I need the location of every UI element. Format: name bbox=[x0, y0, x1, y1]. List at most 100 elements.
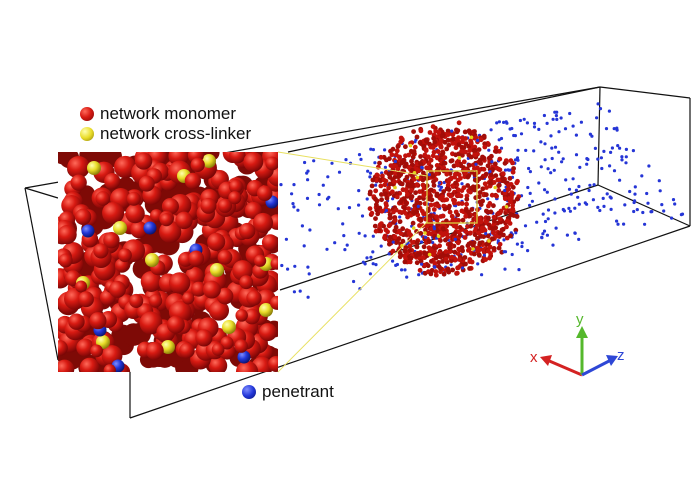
network-monomer-dot bbox=[466, 209, 471, 215]
penetrant-dot bbox=[437, 181, 441, 185]
penetrant-dot bbox=[516, 158, 520, 162]
network-cross-linker-dot bbox=[415, 175, 420, 180]
penetrant-dot bbox=[565, 233, 570, 237]
network-monomer-sphere bbox=[168, 272, 191, 294]
network-monomer-dot bbox=[508, 212, 514, 217]
network-monomer-dot bbox=[374, 172, 380, 178]
network-monomer-dot bbox=[418, 258, 424, 264]
penetrant-dot bbox=[373, 161, 377, 165]
penetrant-dot bbox=[615, 219, 619, 223]
network-monomer-dot bbox=[398, 231, 404, 237]
network-monomer-dot bbox=[510, 169, 516, 175]
penetrant-dot bbox=[553, 145, 558, 149]
penetrant-dot bbox=[515, 242, 520, 246]
penetrant-dot bbox=[609, 207, 613, 211]
penetrant-dot bbox=[577, 184, 581, 189]
penetrant-dot bbox=[535, 220, 539, 224]
penetrant-dot bbox=[513, 158, 518, 162]
network-monomer-dot bbox=[449, 213, 455, 219]
penetrant-dot bbox=[515, 156, 520, 160]
penetrant-dot bbox=[605, 192, 609, 196]
network-monomer-dot bbox=[414, 167, 420, 172]
penetrant-dot bbox=[361, 260, 365, 264]
penetrant-dot bbox=[620, 158, 624, 162]
penetrant-dot bbox=[618, 146, 622, 150]
network-monomer-dot bbox=[482, 181, 488, 187]
network-monomer-dot bbox=[379, 208, 385, 214]
network-monomer-dot bbox=[397, 209, 403, 215]
network-monomer-dot bbox=[403, 187, 409, 192]
network-monomer-sphere bbox=[228, 179, 243, 194]
network-monomer-dot bbox=[442, 206, 448, 212]
network-monomer-dot bbox=[441, 160, 447, 166]
network-monomer-dot bbox=[478, 219, 484, 225]
penetrant-dot bbox=[371, 148, 375, 152]
network-monomer-dot bbox=[367, 191, 373, 197]
network-monomer-sphere bbox=[78, 291, 94, 308]
network-monomer-dot bbox=[373, 228, 379, 234]
penetrant-dot bbox=[325, 247, 329, 251]
network-monomer-dot bbox=[408, 255, 414, 261]
penetrant-sphere bbox=[237, 350, 251, 364]
network-monomer-dot bbox=[449, 258, 454, 264]
network-monomer-dot bbox=[466, 213, 472, 219]
penetrant-dot bbox=[391, 259, 395, 263]
penetrant-dot bbox=[371, 262, 375, 266]
network-monomer-dot bbox=[493, 149, 499, 154]
network-monomer-dot bbox=[497, 230, 503, 236]
network-monomer-dot bbox=[504, 224, 509, 230]
network-monomer-dot bbox=[452, 198, 457, 203]
network-monomer-dot bbox=[428, 157, 434, 163]
network-monomer-dot bbox=[514, 196, 520, 202]
network-monomer-dot bbox=[506, 183, 511, 188]
network-cross-linker-sphere bbox=[202, 154, 216, 168]
network-monomer-dot bbox=[403, 201, 409, 207]
penetrant-dot bbox=[317, 192, 321, 197]
network-monomer-dot bbox=[511, 166, 516, 171]
network-monomer-dot bbox=[426, 239, 432, 245]
network-monomer-dot bbox=[447, 203, 452, 209]
network-monomer-dot bbox=[466, 248, 471, 253]
penetrant-dot bbox=[673, 202, 677, 206]
penetrant-dot bbox=[579, 120, 584, 124]
penetrant-dot bbox=[571, 124, 575, 128]
penetrant-dot bbox=[543, 158, 547, 162]
network-monomer-dot bbox=[459, 135, 465, 141]
penetrant-dot bbox=[284, 237, 288, 241]
network-monomer-dot bbox=[488, 180, 493, 186]
network-monomer-dot bbox=[455, 128, 461, 134]
penetrant-dot bbox=[368, 272, 372, 276]
network-monomer-dot bbox=[455, 212, 461, 218]
network-monomer-dot bbox=[467, 257, 473, 262]
network-monomer-dot bbox=[445, 137, 451, 143]
network-monomer-dot bbox=[486, 222, 492, 228]
penetrant-dot bbox=[600, 166, 604, 171]
penetrant-dot bbox=[306, 295, 310, 299]
network-monomer-dot bbox=[432, 139, 438, 145]
network-monomer-sphere bbox=[145, 341, 164, 360]
network-monomer-dot bbox=[387, 212, 393, 218]
network-monomer-dot bbox=[468, 154, 474, 160]
network-monomer-sphere bbox=[200, 197, 217, 214]
network-monomer-dot bbox=[400, 168, 405, 174]
penetrant-dot bbox=[596, 205, 600, 209]
network-monomer-dot bbox=[382, 235, 387, 241]
network-cross-linker-dot bbox=[504, 205, 509, 209]
penetrant-dot bbox=[555, 117, 559, 121]
network-monomer-dot bbox=[489, 192, 495, 198]
penetrant-dot bbox=[369, 255, 373, 259]
penetrant-dot bbox=[499, 136, 504, 141]
penetrant-dot bbox=[523, 224, 528, 228]
network-monomer-dot bbox=[510, 184, 516, 190]
network-monomer-dot bbox=[390, 146, 396, 152]
penetrant-dot bbox=[595, 116, 599, 120]
network-monomer-dot bbox=[497, 241, 503, 247]
network-monomer-dot bbox=[414, 239, 420, 245]
network-monomer-dot bbox=[472, 187, 478, 193]
penetrant-dot bbox=[286, 267, 290, 271]
network-monomer-dot bbox=[373, 216, 378, 222]
network-monomer-dot bbox=[465, 174, 471, 180]
penetrant-dot bbox=[524, 148, 528, 152]
network-monomer-dot bbox=[501, 232, 506, 238]
network-monomer-sphere bbox=[228, 191, 242, 205]
